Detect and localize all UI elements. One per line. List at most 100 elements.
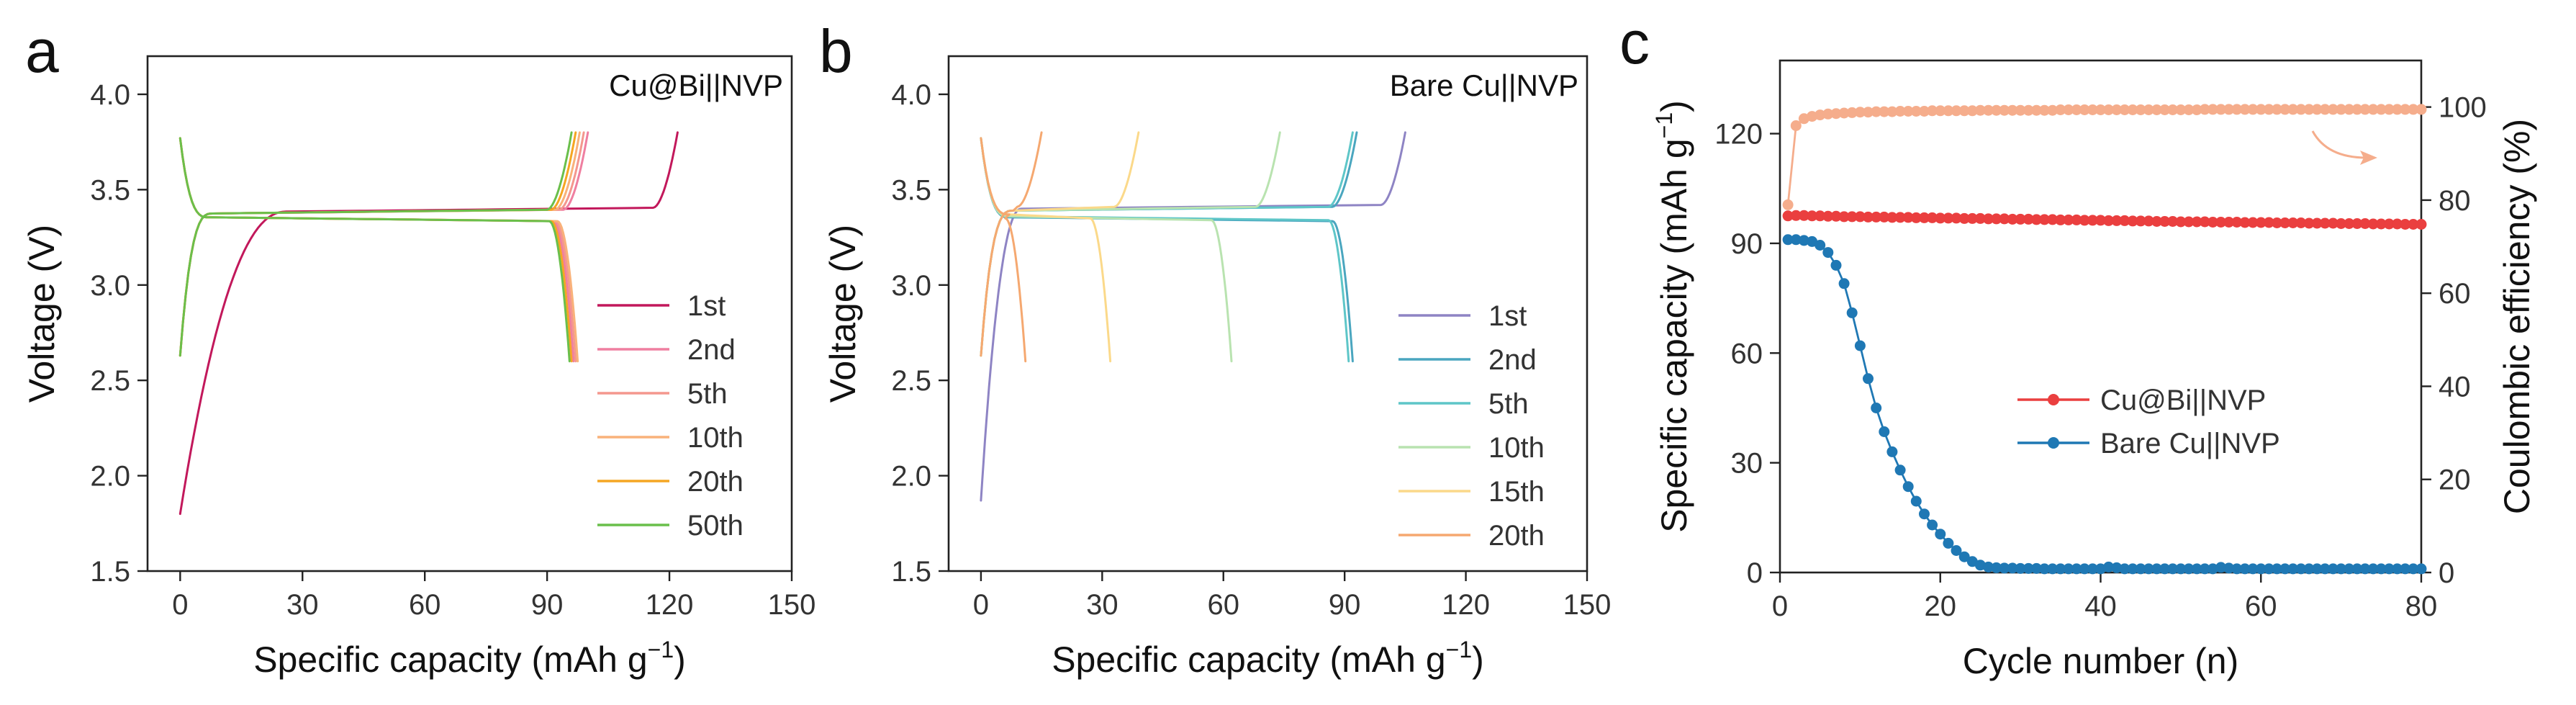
y2-tick-label: 0 <box>2439 557 2454 589</box>
data-point <box>2191 563 2202 575</box>
data-point <box>2311 217 2323 229</box>
data-point <box>2400 219 2411 230</box>
legend-label: 2nd <box>1488 344 1537 376</box>
data-point <box>2319 104 2331 115</box>
data-point <box>2207 104 2218 115</box>
data-point <box>1927 105 1938 117</box>
data-point <box>1999 562 2010 574</box>
data-point <box>2183 563 2195 575</box>
data-point <box>2263 217 2274 228</box>
y-tick-label: 2.0 <box>90 461 130 493</box>
y2-tick-label: 60 <box>2439 278 2471 310</box>
data-point <box>2367 563 2379 575</box>
data-point <box>2303 563 2315 575</box>
y-tick-label: 0 <box>1747 557 1763 589</box>
data-point <box>2215 217 2227 228</box>
data-point <box>2359 104 2371 115</box>
y-tick-label: 1.5 <box>90 556 130 588</box>
data-point <box>2087 104 2098 115</box>
data-point <box>2383 218 2395 230</box>
panel-letter: c <box>1619 9 1650 76</box>
data-point <box>2223 217 2235 228</box>
x-tick-label: 20 <box>1925 591 1957 622</box>
data-point <box>2367 218 2379 230</box>
data-point <box>1854 107 1866 118</box>
data-point <box>1943 537 1954 549</box>
y-tick-label: 2.5 <box>891 365 931 397</box>
data-point <box>1983 561 1994 572</box>
data-point <box>2303 217 2315 229</box>
series-2nd-charge-line <box>980 131 1358 357</box>
x-tick-label: 80 <box>2405 591 2438 622</box>
data-point <box>2007 562 2018 574</box>
data-point <box>2199 104 2210 115</box>
data-point <box>1983 213 1994 225</box>
data-point <box>2351 218 2363 229</box>
data-point <box>1782 210 1794 222</box>
series-line-Cu@Bi||NVP CE <box>1786 108 2421 205</box>
data-point <box>2231 104 2243 115</box>
data-point <box>1927 212 1938 223</box>
data-point <box>1846 211 1858 223</box>
data-point <box>2047 563 2058 575</box>
series-10th-discharge-line <box>980 137 1233 363</box>
data-point <box>2143 104 2154 115</box>
legend-label: 5th <box>1488 388 1529 420</box>
data-point <box>1902 212 1914 223</box>
legend-marker <box>2048 394 2059 405</box>
data-point <box>2007 104 2018 116</box>
series-10th-charge-line <box>980 131 1281 357</box>
data-point <box>1822 210 1834 222</box>
data-point <box>2055 104 2066 115</box>
data-point <box>1863 107 1874 118</box>
y-axis-title: Voltage (V) <box>22 225 62 403</box>
data-point <box>2135 563 2146 575</box>
data-point <box>2247 104 2259 115</box>
data-point <box>2119 563 2130 575</box>
data-point <box>1863 373 1874 385</box>
data-point <box>2030 562 2042 574</box>
data-point <box>2175 563 2187 575</box>
data-point <box>2279 217 2291 228</box>
data-point <box>1830 210 1842 222</box>
data-point <box>2328 104 2338 115</box>
data-point <box>1974 560 1986 571</box>
data-point <box>1894 464 1906 476</box>
data-point <box>2295 563 2307 575</box>
data-point <box>2319 563 2331 575</box>
data-point <box>2287 104 2299 115</box>
data-point <box>2359 218 2371 229</box>
data-point <box>1958 212 1970 224</box>
x-tick-label: 0 <box>1772 591 1788 622</box>
y2-tick-label: 20 <box>2439 464 2471 496</box>
data-point <box>2103 561 2115 572</box>
data-point <box>1927 519 1938 531</box>
data-point <box>2392 563 2403 575</box>
data-point <box>2255 217 2267 228</box>
data-point <box>2151 104 2162 115</box>
data-point <box>1974 212 1986 224</box>
y-tick-label: 3.0 <box>90 270 130 302</box>
x-tick-label: 0 <box>172 589 188 621</box>
data-point <box>1951 105 1962 117</box>
data-point <box>2408 104 2419 115</box>
data-point <box>1846 307 1858 318</box>
data-point <box>1879 426 1890 437</box>
legend-marker <box>2048 437 2059 449</box>
data-point <box>2231 563 2243 575</box>
data-point <box>1999 213 2010 225</box>
series-20th-charge-line <box>178 131 577 357</box>
data-point <box>2159 104 2171 115</box>
series-5th-charge-line <box>980 131 1354 357</box>
data-point <box>1974 104 1986 116</box>
series-15th-charge-line <box>980 131 1140 357</box>
y2-tick-label: 100 <box>2439 92 2487 124</box>
data-point <box>1919 106 1930 117</box>
data-point <box>1838 278 1850 289</box>
data-point <box>2328 217 2338 229</box>
data-point <box>1830 108 1842 120</box>
series-50th-charge-line <box>178 131 573 357</box>
data-point <box>2247 563 2259 575</box>
y-tick-label: 2.5 <box>90 365 130 397</box>
x-tick-label: 90 <box>1329 589 1361 621</box>
